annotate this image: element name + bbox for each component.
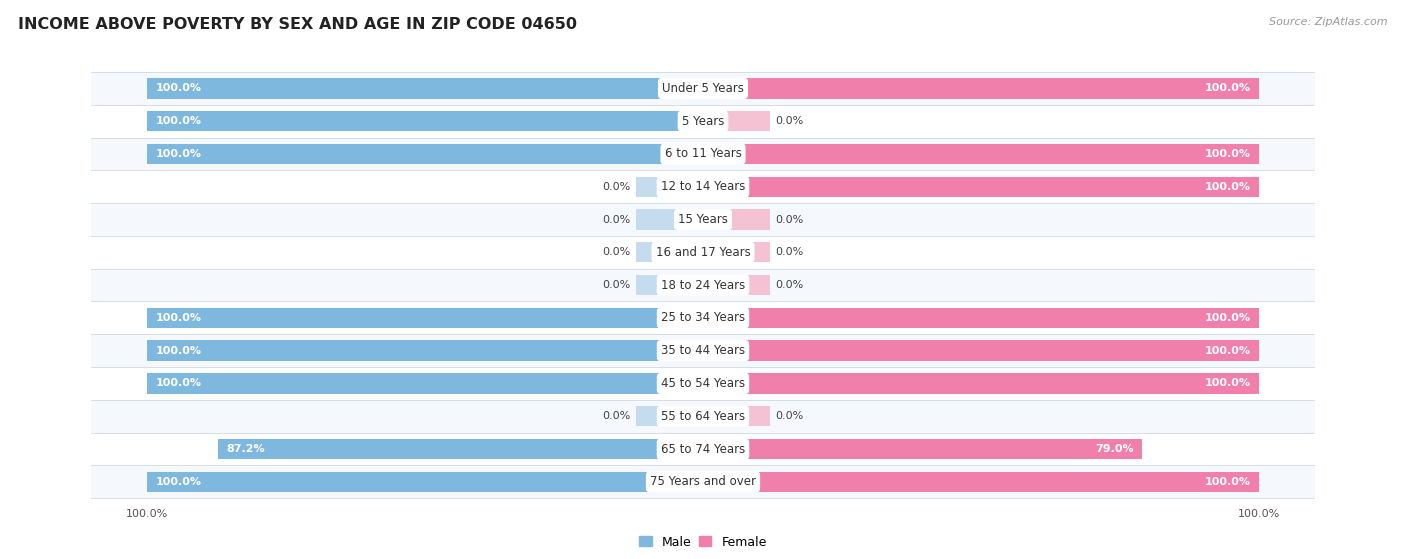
Text: 100.0%: 100.0%	[1205, 149, 1251, 159]
Bar	[148, 307, 703, 328]
Text: 65 to 74 Years: 65 to 74 Years	[661, 443, 745, 456]
Bar	[637, 177, 703, 197]
Bar	[91, 269, 1315, 301]
Text: 87.2%: 87.2%	[226, 444, 266, 454]
Bar	[637, 275, 703, 295]
Bar	[703, 406, 769, 427]
Bar	[148, 78, 703, 98]
Text: 0.0%: 0.0%	[602, 411, 631, 421]
Bar	[703, 242, 769, 263]
Text: 25 to 34 Years: 25 to 34 Years	[661, 311, 745, 324]
Bar	[703, 307, 1258, 328]
Text: 100.0%: 100.0%	[155, 345, 201, 356]
Bar	[703, 210, 769, 230]
Text: 0.0%: 0.0%	[602, 215, 631, 225]
Text: 75 Years and over: 75 Years and over	[650, 475, 756, 489]
Bar	[91, 334, 1315, 367]
Text: 100.0%: 100.0%	[1205, 345, 1251, 356]
Text: 100.0%: 100.0%	[1205, 477, 1251, 487]
Text: 55 to 64 Years: 55 to 64 Years	[661, 410, 745, 423]
Bar	[703, 144, 1258, 164]
Bar	[637, 210, 703, 230]
Text: 100.0%: 100.0%	[155, 477, 201, 487]
Bar	[91, 301, 1315, 334]
Legend: Male, Female: Male, Female	[634, 530, 772, 553]
Bar	[91, 170, 1315, 203]
Bar	[91, 367, 1315, 400]
Bar	[637, 406, 703, 427]
Text: 16 and 17 Years: 16 and 17 Years	[655, 246, 751, 259]
Text: 100.0%: 100.0%	[155, 378, 201, 389]
Text: 5 Years: 5 Years	[682, 115, 724, 127]
Bar	[91, 433, 1315, 466]
Text: 6 to 11 Years: 6 to 11 Years	[665, 148, 741, 160]
Bar	[91, 105, 1315, 138]
Text: 45 to 54 Years: 45 to 54 Years	[661, 377, 745, 390]
Bar	[703, 111, 769, 131]
Text: 0.0%: 0.0%	[775, 116, 804, 126]
Bar	[91, 400, 1315, 433]
Bar	[703, 472, 1258, 492]
Text: 0.0%: 0.0%	[775, 411, 804, 421]
Text: 100.0%: 100.0%	[155, 116, 201, 126]
Text: 15 Years: 15 Years	[678, 213, 728, 226]
Text: 12 to 14 Years: 12 to 14 Years	[661, 180, 745, 193]
Text: 100.0%: 100.0%	[155, 83, 201, 93]
Text: 0.0%: 0.0%	[775, 280, 804, 290]
Bar	[148, 111, 703, 131]
Bar	[91, 138, 1315, 170]
Text: 0.0%: 0.0%	[775, 215, 804, 225]
Bar	[637, 242, 703, 263]
Bar	[703, 340, 1258, 361]
Bar	[148, 144, 703, 164]
Bar	[703, 275, 769, 295]
Bar	[703, 78, 1258, 98]
Bar	[148, 340, 703, 361]
Text: 100.0%: 100.0%	[1205, 182, 1251, 192]
Bar	[148, 472, 703, 492]
Text: 0.0%: 0.0%	[602, 182, 631, 192]
Text: 35 to 44 Years: 35 to 44 Years	[661, 344, 745, 357]
Bar	[148, 373, 703, 394]
Text: 0.0%: 0.0%	[602, 247, 631, 257]
Text: 100.0%: 100.0%	[155, 313, 201, 323]
Bar	[703, 439, 1142, 459]
Text: 100.0%: 100.0%	[1205, 83, 1251, 93]
Text: INCOME ABOVE POVERTY BY SEX AND AGE IN ZIP CODE 04650: INCOME ABOVE POVERTY BY SEX AND AGE IN Z…	[18, 17, 578, 32]
Text: 100.0%: 100.0%	[1205, 378, 1251, 389]
Text: 0.0%: 0.0%	[602, 280, 631, 290]
Bar	[703, 177, 1258, 197]
Text: 100.0%: 100.0%	[1205, 313, 1251, 323]
Bar	[91, 236, 1315, 269]
Bar	[91, 72, 1315, 105]
Text: Under 5 Years: Under 5 Years	[662, 82, 744, 95]
Bar	[703, 373, 1258, 394]
Text: 79.0%: 79.0%	[1095, 444, 1133, 454]
Bar	[91, 466, 1315, 498]
Bar	[91, 203, 1315, 236]
Text: 18 to 24 Years: 18 to 24 Years	[661, 278, 745, 292]
Text: 100.0%: 100.0%	[155, 149, 201, 159]
Bar	[218, 439, 703, 459]
Text: Source: ZipAtlas.com: Source: ZipAtlas.com	[1270, 17, 1388, 27]
Text: 0.0%: 0.0%	[775, 247, 804, 257]
